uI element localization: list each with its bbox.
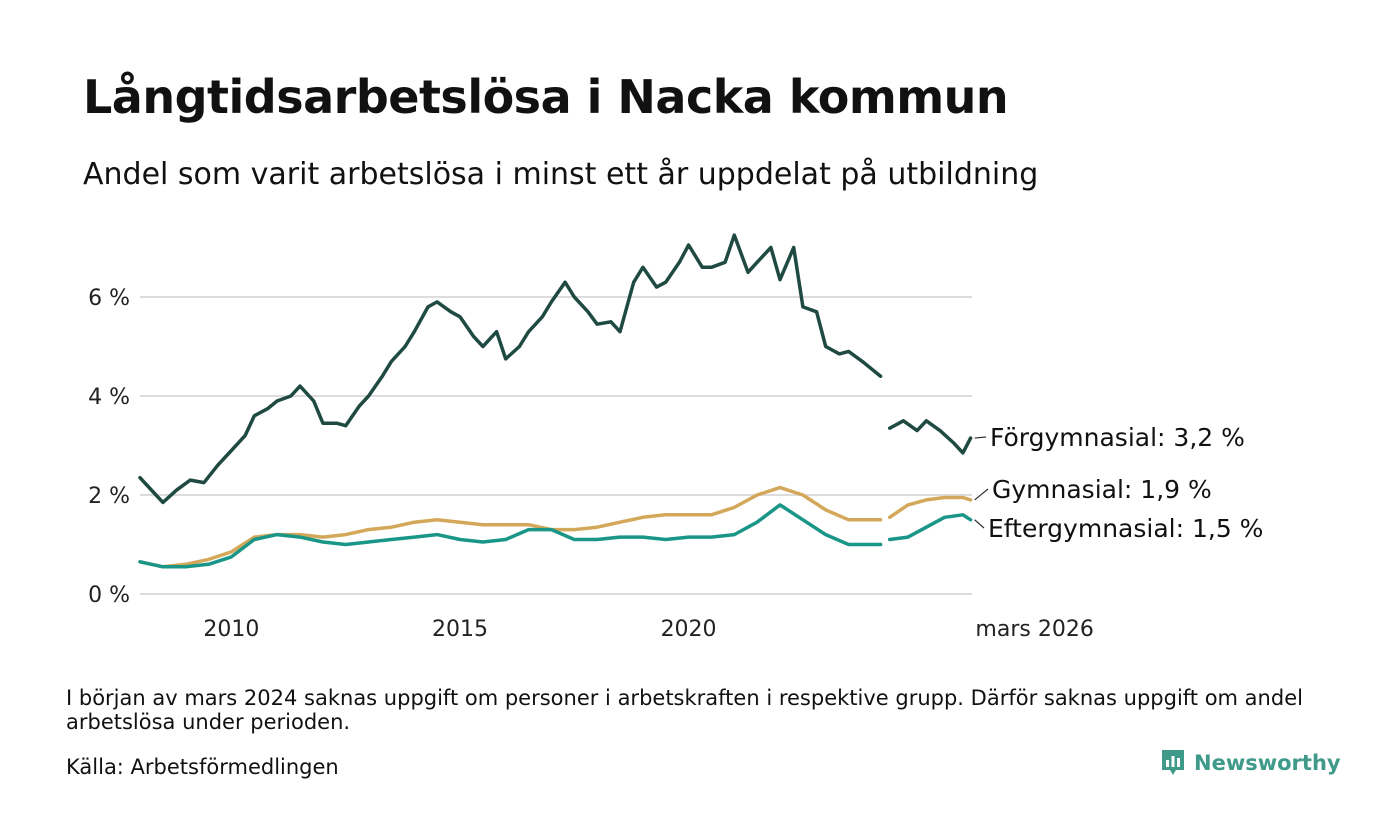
series-label-gymnasial: Gymnasial: 1,9 % (992, 475, 1212, 504)
gridlines (140, 296, 972, 595)
y-tick-label: 0 % (88, 583, 130, 608)
chart-title: Långtidsarbetslösa i Nacka kommun (83, 70, 1009, 124)
x-tick-label: 2020 (661, 617, 717, 642)
series-line-förgymnasial-segment-2 (887, 419, 973, 455)
source-note: Källa: Arbetsförmedlingen (66, 755, 339, 779)
brand-name: Newsworthy (1194, 751, 1341, 775)
y-tick-label: 4 % (88, 385, 130, 410)
series-label-förgymnasial: Förgymnasial: 3,2 % (990, 423, 1245, 452)
series-end-labels: Förgymnasial: 3,2 % Gymnasial: 1,9 % Efter… (974, 423, 1263, 543)
series-line-förgymnasial-segment-1 (138, 233, 883, 505)
leader-line-eftergymnasial (974, 519, 985, 529)
series-line-gymnasial-segment-1 (138, 485, 883, 569)
x-axis-ticks: 2010 2015 2020 mars 2026 (203, 617, 1093, 642)
series-lines (138, 233, 973, 569)
series-label-eftergymnasial: Eftergymnasial: 1,5 % (988, 514, 1263, 543)
x-tick-label: mars 2026 (975, 617, 1093, 642)
y-axis-ticks: 0 % 2 % 4 % 6 % (88, 286, 130, 608)
footnote: I början av mars 2024 saknas uppgift om … (66, 686, 1303, 734)
series-line-eftergymnasial-segment-2 (887, 513, 973, 542)
leader-line-förgymnasial (974, 436, 987, 439)
chart-subtitle: Andel som varit arbetslösa i minst ett å… (83, 157, 1039, 192)
leader-line-gymnasial (974, 488, 989, 501)
x-tick-label: 2015 (432, 617, 488, 642)
series-line-gymnasial-segment-2 (887, 495, 973, 520)
brand-logo: Newsworthy (1160, 748, 1341, 778)
line-chart: 0 % 2 % 4 % 6 % 2010 2015 2020 mars 2026 Förgy… (88, 233, 1263, 642)
x-tick-label: 2010 (203, 617, 259, 642)
series-line-eftergymnasial-segment-1 (138, 503, 883, 569)
y-tick-label: 2 % (88, 484, 130, 509)
newsworthy-logo-icon (1162, 750, 1184, 775)
y-tick-label: 6 % (88, 286, 130, 311)
